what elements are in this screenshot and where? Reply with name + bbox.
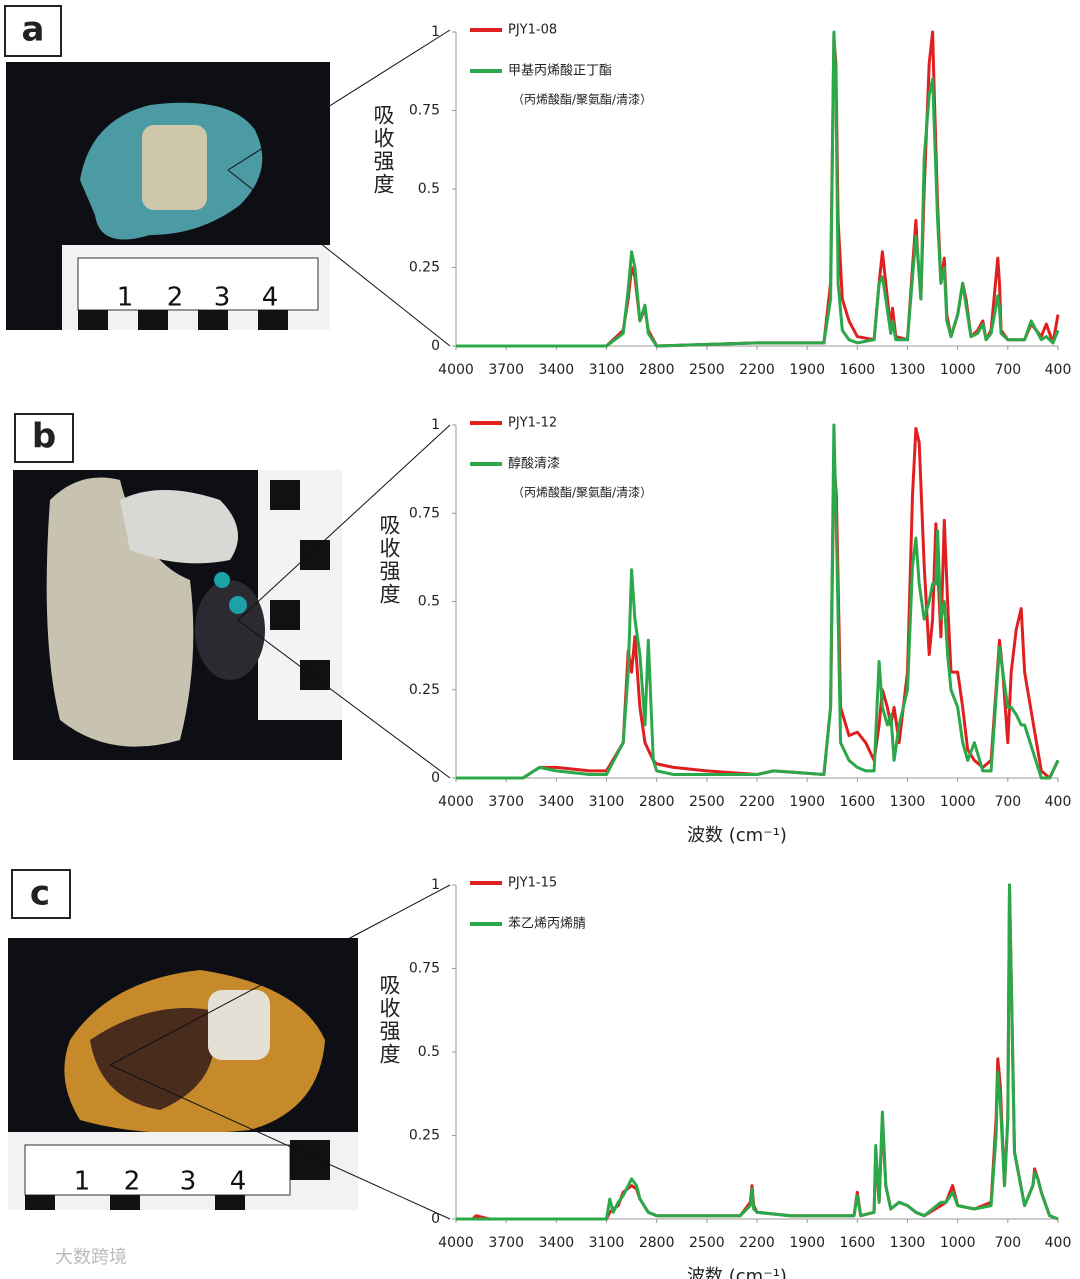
x-tick-label: 3100: [589, 794, 625, 810]
ruler-label: 3: [180, 1167, 197, 1197]
y-tick-label: 0.5: [418, 181, 440, 197]
x-tick-label: 3700: [488, 794, 524, 810]
x-axis-label: 波数 (cm⁻¹): [687, 1266, 787, 1279]
legend-label: PJY1-15: [508, 876, 557, 891]
x-tick-label: 700: [994, 794, 1021, 810]
x-tick-label: 1600: [840, 1235, 876, 1251]
y-tick-label: 0.75: [409, 961, 440, 977]
x-tick-label: 3400: [539, 362, 575, 378]
y-tick-label: 0.75: [409, 505, 440, 521]
watermark: 大数跨境: [55, 1247, 127, 1268]
x-tick-label: 2200: [739, 362, 775, 378]
spectrum-line: [456, 427, 1060, 780]
x-tick-label: 1600: [840, 362, 876, 378]
ruler-label: 2: [167, 283, 184, 313]
x-tick-label: 1900: [789, 1235, 825, 1251]
x-tick-label: 2800: [639, 794, 675, 810]
x-tick-label: 1600: [840, 794, 876, 810]
y-axis-label: 吸收强度: [377, 514, 401, 606]
panel-label: c: [30, 874, 50, 914]
spectrum-line: [456, 883, 1059, 1221]
x-tick-label: 2500: [689, 362, 725, 378]
spectrum-line: [456, 30, 1060, 348]
x-tick-label: 3100: [589, 362, 625, 378]
x-tick-label: 1900: [789, 362, 825, 378]
x-tick-label: 4000: [438, 794, 474, 810]
x-tick-label: 2200: [739, 794, 775, 810]
ruler-label: 4: [230, 1167, 247, 1197]
x-tick-label: 3400: [539, 1235, 575, 1251]
y-tick-label: 1: [431, 417, 440, 433]
y-tick-label: 0.75: [409, 103, 440, 119]
zoom-line: [227, 29, 451, 171]
x-tick-label: 4000: [438, 1235, 474, 1251]
x-tick-label: 3400: [539, 794, 575, 810]
zoom-line: [237, 619, 451, 779]
x-tick-label: 400: [1045, 362, 1072, 378]
x-tick-label: 1300: [890, 362, 926, 378]
x-tick-label: 400: [1045, 1235, 1072, 1251]
x-tick-label: 4000: [438, 362, 474, 378]
y-tick-label: 0.5: [418, 594, 440, 610]
x-tick-label: 2500: [689, 1235, 725, 1251]
zoom-line: [109, 1064, 451, 1220]
legend-label: PJY1-12: [508, 416, 557, 431]
x-tick-label: 2200: [739, 1235, 775, 1251]
panel-label: a: [22, 10, 45, 50]
y-tick-label: 1: [431, 877, 440, 893]
x-tick-label: 700: [994, 362, 1021, 378]
ruler-label: 2: [124, 1167, 141, 1197]
panel-label: b: [32, 417, 56, 457]
legend-label: 醇酸清漆: [508, 456, 560, 472]
ruler-label: 1: [74, 1167, 91, 1197]
panel-box: [14, 413, 74, 463]
x-tick-label: 2800: [639, 1235, 675, 1251]
legend-label: PJY1-08: [508, 23, 557, 38]
panel-box: [4, 5, 62, 57]
legend-label: 苯乙烯丙烯腈: [508, 917, 586, 932]
x-tick-label: 1300: [890, 794, 926, 810]
x-tick-label: 3700: [488, 362, 524, 378]
y-tick-label: 0: [431, 338, 440, 354]
y-tick-label: 0.25: [409, 1128, 440, 1144]
x-tick-label: 2800: [639, 362, 675, 378]
x-tick-label: 1900: [789, 794, 825, 810]
x-tick-label: 700: [994, 1235, 1021, 1251]
panel-box: [11, 869, 71, 919]
x-tick-label: 3700: [488, 1235, 524, 1251]
y-axis-label: 吸收强度: [377, 974, 401, 1066]
x-tick-label: 3100: [589, 1235, 625, 1251]
legend-note: （丙烯酸酯/聚氨酯/清漆）: [512, 485, 652, 500]
ruler-label: 1: [117, 283, 134, 313]
y-tick-label: 1: [431, 24, 440, 40]
x-tick-label: 1000: [940, 1235, 976, 1251]
legend-note: （丙烯酸酯/聚氨酯/清漆）: [512, 92, 652, 107]
x-axis-label: 波数 (cm⁻¹): [687, 825, 787, 846]
photo-c: [8, 938, 358, 1210]
photo-b: [13, 470, 342, 760]
ruler-label: 3: [214, 283, 231, 313]
y-tick-label: 0: [431, 1211, 440, 1227]
zoom-line: [227, 169, 451, 347]
legend-label: 甲基丙烯酸正丁酯: [508, 64, 612, 79]
spectrum-line: [456, 30, 1060, 348]
x-tick-label: 1000: [940, 794, 976, 810]
spectrum-line: [456, 883, 1059, 1221]
zoom-line: [237, 424, 451, 621]
y-tick-label: 0.25: [409, 682, 440, 698]
y-axis-label: 吸收强度: [371, 104, 395, 196]
y-tick-label: 0.5: [418, 1044, 440, 1060]
x-tick-label: 1300: [890, 1235, 926, 1251]
x-tick-label: 2500: [689, 794, 725, 810]
y-tick-label: 0.25: [409, 260, 440, 276]
zoom-line: [109, 884, 451, 1066]
y-tick-label: 0: [431, 770, 440, 786]
x-tick-label: 1000: [940, 362, 976, 378]
photo-a: [6, 62, 330, 330]
x-tick-label: 400: [1045, 794, 1072, 810]
ruler-label: 4: [262, 283, 279, 313]
spectrum-line: [456, 423, 1060, 780]
